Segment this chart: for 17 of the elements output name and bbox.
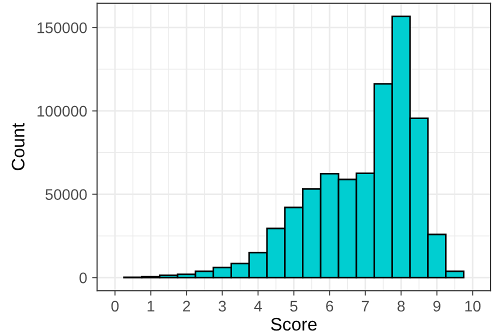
- x-tick-label: 9: [433, 300, 440, 312]
- x-tick-label: 10: [465, 300, 481, 312]
- x-tick-label: 2: [183, 300, 190, 312]
- x-tick-label: 8: [398, 300, 405, 312]
- x-tick-label: 7: [362, 300, 369, 312]
- y-tick-label: 150000: [38, 22, 87, 34]
- y-axis-title: Count: [12, 123, 25, 170]
- x-axis-title: Score: [271, 318, 317, 331]
- x-tick-label: 3: [218, 300, 226, 312]
- y-tick-label: 100000: [38, 106, 87, 117]
- y-tick-label: 0: [79, 272, 87, 284]
- x-tick-label: 5: [290, 300, 298, 312]
- y-tick-label: 50000: [46, 189, 87, 200]
- x-tick-label: 1: [148, 300, 154, 312]
- x-tick-label: 4: [254, 300, 262, 312]
- x-tick-label: 6: [326, 300, 334, 312]
- x-tick-label: 0: [111, 300, 119, 312]
